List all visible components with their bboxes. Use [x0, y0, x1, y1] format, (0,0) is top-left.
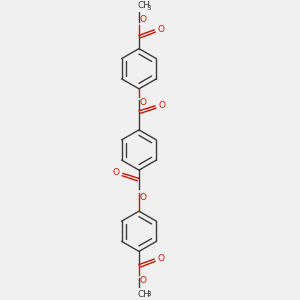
- Text: O: O: [140, 15, 146, 24]
- Text: O: O: [140, 98, 146, 107]
- Text: 3: 3: [146, 5, 151, 11]
- Text: O: O: [113, 168, 120, 177]
- Text: O: O: [140, 193, 146, 202]
- Text: O: O: [158, 101, 165, 110]
- Text: O: O: [158, 25, 164, 34]
- Text: CH: CH: [138, 1, 151, 10]
- Text: O: O: [140, 276, 146, 285]
- Text: CH: CH: [138, 290, 151, 299]
- Text: 3: 3: [146, 291, 151, 297]
- Text: O: O: [158, 254, 164, 263]
